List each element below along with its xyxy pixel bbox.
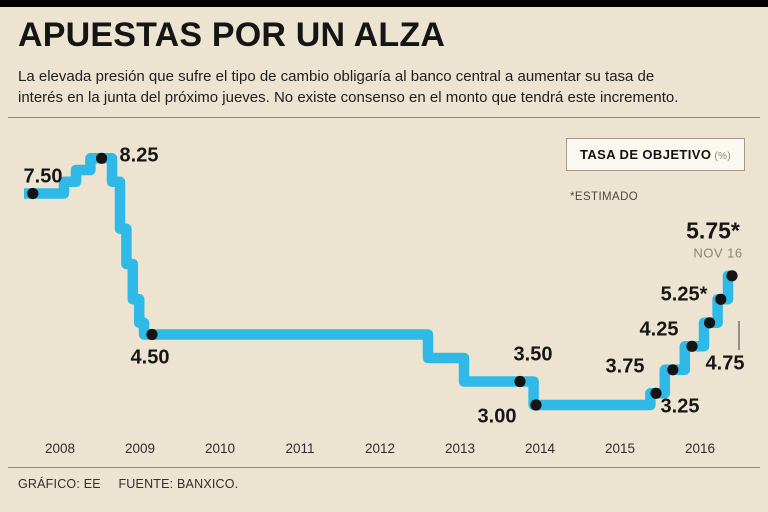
data-point [514,375,526,388]
top-bar [0,0,768,7]
data-point [704,317,716,329]
subtitle: La elevada presión que sufre el tipo de … [18,66,678,108]
page-title: APUESTAS POR UN ALZA [18,16,446,54]
credit-graphic: GRÁFICO: EE [18,477,101,491]
legend-unit: (%) [714,151,732,162]
credits: GRÁFICO: EE FUENTE: BANXICO. [18,477,238,491]
divider-top [8,117,760,118]
data-point [96,152,108,164]
data-point [650,387,662,399]
data-point [146,328,158,341]
data-point [715,293,727,305]
legend-box: TASA DE OBJETIVO (%) [566,138,746,171]
data-point [27,187,39,200]
subtitle-line-2: interés en la junta del próximo jueves. … [18,89,679,106]
legend-title: TASA DE OBJETIVO [580,147,712,162]
credit-source: FUENTE: BANXICO. [118,477,239,491]
data-point [686,340,698,352]
data-point [530,399,542,411]
estimated-note: *ESTIMADO [570,191,639,203]
subtitle-line-1: La elevada presión que sufre el tipo de … [18,68,655,85]
rate-step-line [24,153,735,411]
data-point [726,270,738,282]
data-point [667,364,679,376]
divider-bottom [8,467,760,468]
